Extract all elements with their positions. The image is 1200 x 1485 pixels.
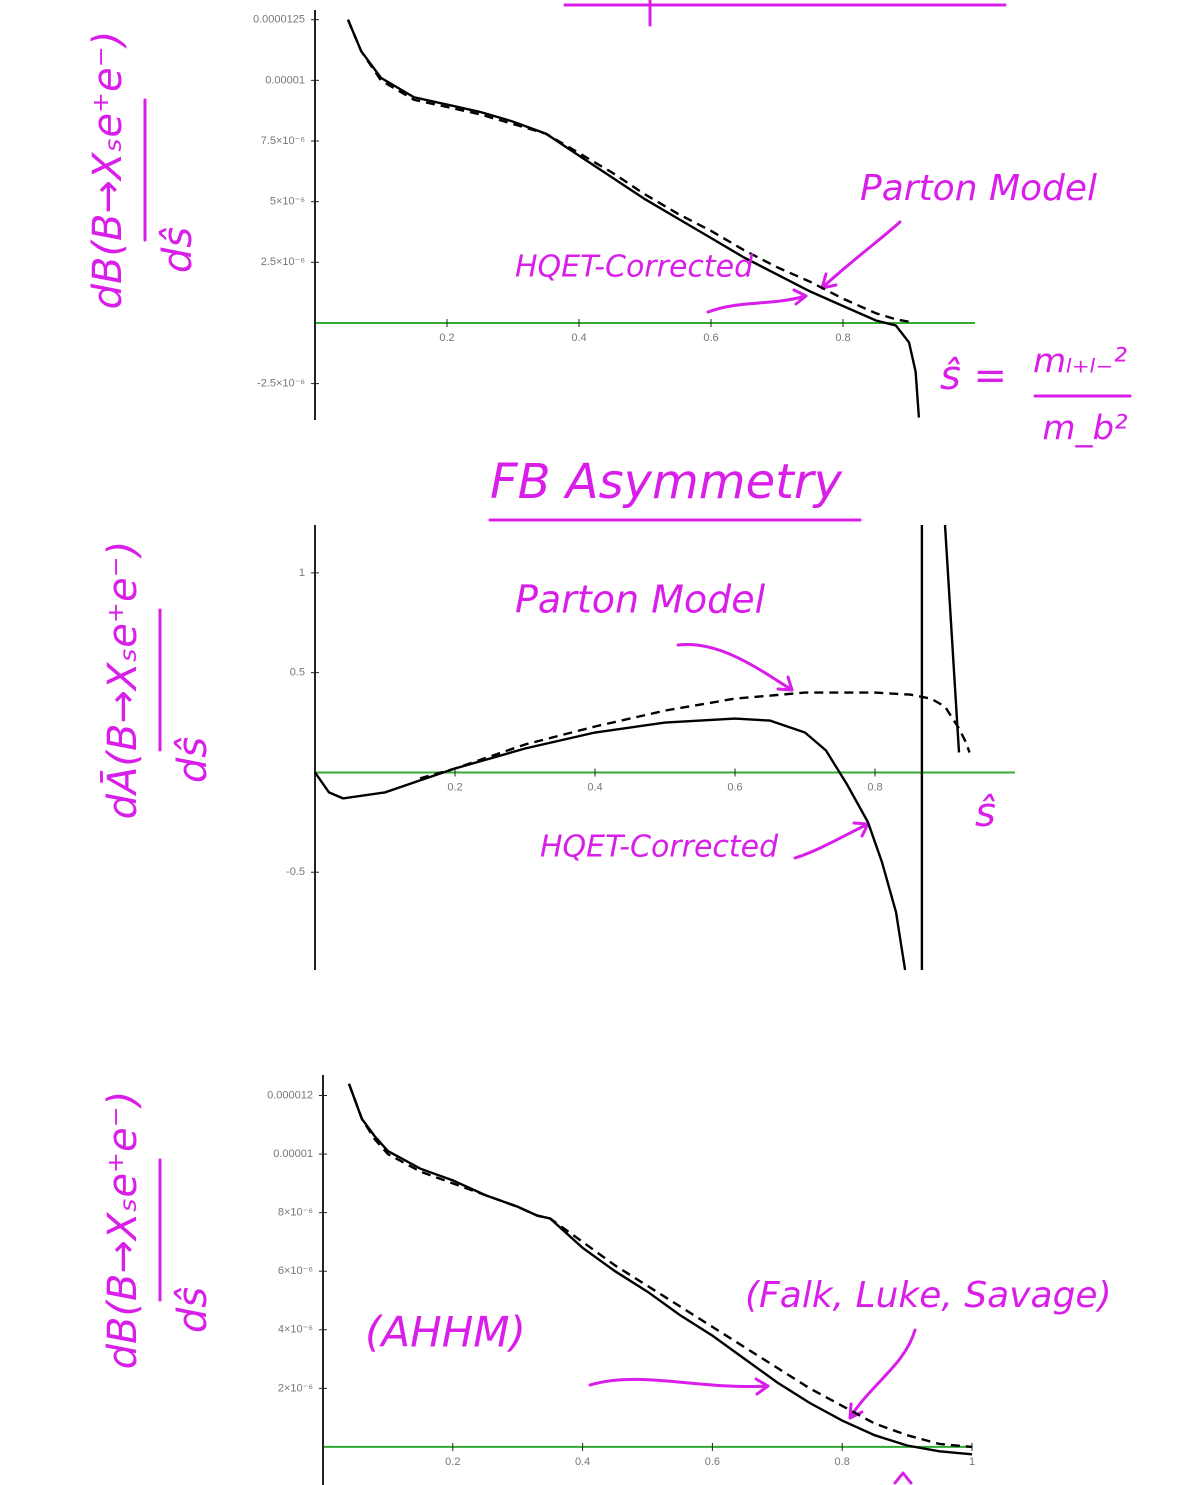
x-tick-label: 0.8 <box>835 1456 850 1468</box>
x-tick-label: 0.6 <box>727 781 742 793</box>
x-tick-label: 0.6 <box>703 332 718 344</box>
x-tick-label: 0.2 <box>447 781 462 793</box>
x-tick-label: 0.8 <box>867 781 882 793</box>
x-tick-label: 0.6 <box>705 1456 720 1468</box>
y-tick-label: 1 <box>299 567 305 579</box>
series-line <box>346 19 921 418</box>
y-tick-label: 2×10⁻⁶ <box>278 1382 313 1394</box>
annotation: Parton Model <box>515 578 766 622</box>
y-label-numerator: dĀ(B→Xₛe⁺e⁻) <box>99 541 146 820</box>
y-tick-label: 0.5 <box>290 667 305 679</box>
y-label-denominator: dŝ <box>155 227 201 273</box>
annotation: (Falk, Luke, Savage) <box>745 1275 1112 1316</box>
x-tick-label: 0.4 <box>571 332 586 344</box>
y-tick-label: -2.5×10⁻⁶ <box>257 378 305 390</box>
y-label: dB(B→Xₛe⁺e⁻) dŝ <box>85 31 201 310</box>
series-line <box>347 1083 973 1449</box>
y-tick-label: 0.00001 <box>273 1148 313 1160</box>
x-label-denominator: m_b² <box>1042 409 1128 449</box>
y-tick-label: 0.00001 <box>265 74 305 86</box>
y-tick-label: 0.0000125 <box>253 14 305 26</box>
annotation: HQET-Corrected <box>515 250 754 285</box>
x-label: ŝ <box>975 790 996 836</box>
y-tick-label: 6×10⁻⁶ <box>278 1265 313 1277</box>
y-tick-label: 2.5×10⁻⁶ <box>261 256 305 268</box>
arrow <box>848 1328 917 1420</box>
annotation: HQET-Corrected <box>540 830 779 865</box>
y-label: dĀ(B→Xₛe⁺e⁻) dŝ <box>99 541 216 820</box>
y-tick-label: 4×10⁻⁶ <box>278 1324 313 1336</box>
arrow <box>706 288 808 314</box>
annotation: (AHHM) <box>365 1308 526 1357</box>
y-label-numerator: dB(B→Xₛe⁺e⁻) <box>100 1091 146 1370</box>
x-tick-label: 0.8 <box>835 332 850 344</box>
y-tick-label: 5×10⁻⁶ <box>270 196 305 208</box>
y-label-denominator: dŝ <box>170 1287 216 1333</box>
series-line <box>314 524 961 971</box>
y-tick-label: 0.000012 <box>267 1089 313 1101</box>
y-tick-label: 7.5×10⁻⁶ <box>261 135 305 147</box>
series-line <box>346 19 910 323</box>
annotation: Parton Model <box>860 168 1097 209</box>
arrow <box>820 220 902 290</box>
x-tick-label: 0.2 <box>439 332 454 344</box>
y-tick-label: 8×10⁻⁶ <box>278 1207 313 1219</box>
x-label: ŝ = <box>940 353 1007 399</box>
arrow <box>793 821 870 860</box>
x-tick-label: 1 <box>969 1456 975 1468</box>
x-tick-label: 0.4 <box>587 781 602 793</box>
x-tick-label: 0.2 <box>445 1456 460 1468</box>
y-tick-label: -0.5 <box>286 866 305 878</box>
chart-title: FB Asymmetry <box>490 454 843 510</box>
x-tick-label: 0.4 <box>575 1456 590 1468</box>
s-hat-mark <box>893 1471 913 1485</box>
series-line <box>347 1083 973 1456</box>
x-label-numerator: mₗ₊ₗ₋² <box>1033 342 1127 382</box>
series-line <box>419 691 971 780</box>
arrow <box>676 642 794 692</box>
arrow <box>588 1377 770 1396</box>
y-label: dB(B→Xₛe⁺e⁻) dŝ <box>100 1091 216 1370</box>
y-label-denominator: dŝ <box>170 737 216 783</box>
y-label-numerator: dB(B→Xₛe⁺e⁻) <box>85 31 131 310</box>
